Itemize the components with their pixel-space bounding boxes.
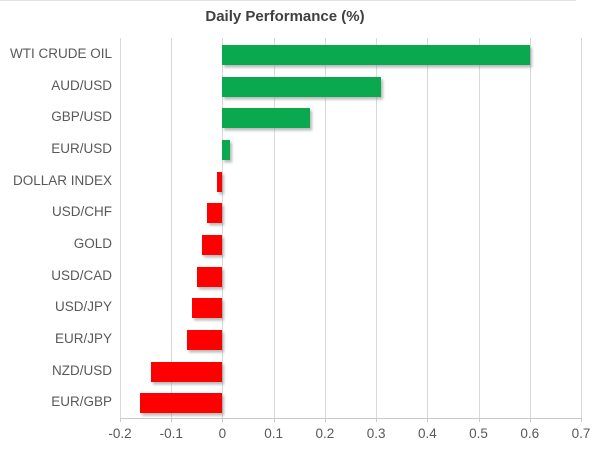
category-label: DOLLAR INDEX [12,172,112,188]
gridline [171,38,173,418]
axis-tick [581,418,582,422]
category-label: GOLD [73,235,112,251]
bar [217,171,223,192]
gridline [273,38,275,418]
category-label: USD/CAD [51,267,112,283]
category-label: NZD/USD [52,362,112,378]
window-edge-line [0,0,576,1]
gridline [324,38,326,418]
bar [191,298,223,319]
x-tick-label: 0 [218,426,227,441]
x-tick-label: -0.2 [108,426,132,441]
gridline [478,38,480,418]
axis-tick [273,418,275,422]
x-tick-label: 0.6 [520,426,540,441]
bar [186,329,223,350]
bar [196,266,223,287]
axis-tick [478,418,480,422]
x-tick-label: 0.2 [315,426,335,441]
category-label: EUR/GBP [51,394,112,410]
axis-tick [120,418,121,422]
category-label: AUD/USD [51,77,112,93]
x-axis-line [120,418,582,419]
axis-tick [222,418,224,422]
bar [222,108,310,129]
bar [222,44,530,65]
bar [201,234,223,255]
bar [150,361,223,382]
category-label: USD/CHF [52,204,112,220]
axis-tick [427,418,429,422]
category-label: USD/JPY [54,299,112,315]
category-label: EUR/USD [51,140,112,156]
category-label: EUR/JPY [54,330,112,346]
gridline [120,38,121,418]
bar [140,393,223,414]
category-label: WTI CRUDE OIL [9,45,112,61]
axis-tick [324,418,326,422]
axis-tick [171,418,173,422]
x-tick-label: -0.1 [159,426,183,441]
bar [207,203,223,224]
x-tick-label: 0.4 [417,426,437,441]
gridline [376,38,378,418]
x-tick-label: 0.1 [264,426,284,441]
gridline [581,38,582,418]
gridline [222,38,224,418]
gridline [529,38,531,418]
x-tick-label: 0.5 [469,426,488,441]
axis-tick [529,418,531,422]
x-tick-label: 0.3 [366,426,386,441]
axis-tick [376,418,378,422]
gridline [427,38,429,418]
chart-title: Daily Performance (%) [205,8,365,25]
bar [222,139,231,160]
x-tick-label: 0.7 [571,426,591,441]
bar [222,76,382,97]
category-label: GBP/USD [51,109,112,125]
